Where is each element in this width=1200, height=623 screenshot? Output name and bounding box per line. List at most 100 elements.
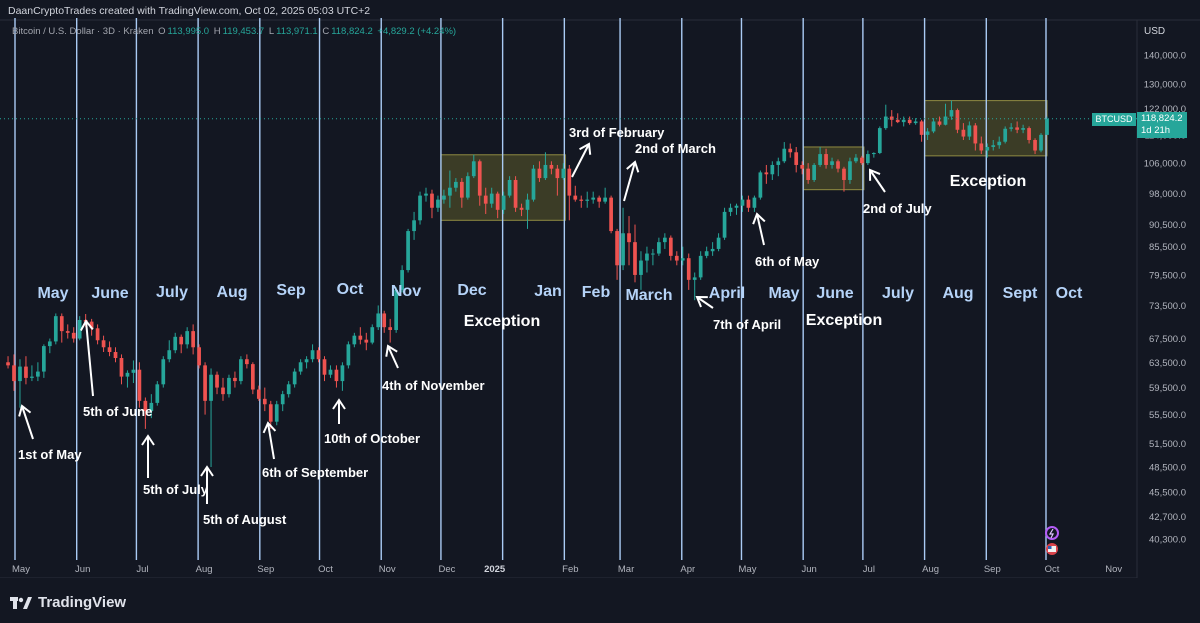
- high-value: 119,453.7: [222, 26, 265, 37]
- candle-body: [722, 211, 727, 238]
- tradingview-logo[interactable]: TradingView: [10, 594, 126, 611]
- candle-body: [758, 172, 763, 198]
- annotation-arrow: [21, 405, 34, 440]
- candle-body: [161, 359, 166, 385]
- currency-selector[interactable]: USD: [1144, 26, 1166, 37]
- candle-body: [71, 332, 76, 339]
- date-annotation: 6th of September: [262, 465, 368, 480]
- month-label: July: [156, 284, 188, 301]
- candle-body: [382, 313, 387, 328]
- candle-body: [388, 327, 393, 330]
- current-price-value: 118,824.2: [1141, 113, 1183, 124]
- candle-body: [191, 331, 195, 348]
- time-tick-label: Jun: [802, 564, 817, 575]
- candle-body: [358, 335, 363, 340]
- candle-body: [316, 350, 321, 360]
- time-tick-label: Apr: [680, 564, 695, 575]
- time-tick-label: Nov: [379, 564, 396, 575]
- candle-body: [734, 205, 739, 208]
- candle-body: [597, 197, 602, 202]
- candle-body: [12, 365, 16, 382]
- price-tick-label: 130,000.0: [1144, 79, 1186, 90]
- candle-body: [561, 168, 566, 179]
- candle-body: [788, 148, 793, 153]
- month-label: Aug: [942, 285, 973, 302]
- price-tick-label: 45,500.0: [1149, 487, 1186, 498]
- candle-body: [943, 116, 948, 125]
- annotation-arrow: [623, 161, 636, 202]
- candle-body: [579, 199, 584, 201]
- time-tick-label: Aug: [922, 564, 939, 575]
- candle-body: [430, 193, 434, 208]
- candle-body: [585, 199, 590, 201]
- candle-body: [203, 365, 207, 401]
- candle-body: [764, 172, 769, 175]
- price-tick-label: 63,500.0: [1149, 358, 1186, 369]
- candle-body: [209, 374, 213, 401]
- candle-body: [674, 255, 679, 261]
- low-value: 113,971.1: [276, 26, 318, 37]
- price-tick-label: 59,500.0: [1149, 383, 1186, 394]
- candle-body: [686, 258, 691, 280]
- price-tick-label: 48,500.0: [1149, 463, 1186, 474]
- candle-body: [143, 400, 148, 412]
- month-label: May: [768, 285, 799, 302]
- candle-body: [883, 116, 888, 129]
- lightning-icon[interactable]: [1045, 526, 1059, 540]
- annotation-arrow-head: [200, 465, 214, 477]
- candle-body: [262, 398, 267, 405]
- candle-body: [740, 199, 745, 206]
- bar-countdown: 1d 21h: [1141, 125, 1171, 136]
- candle-body: [955, 110, 960, 130]
- candle-body: [639, 260, 643, 275]
- price-tick-label: 51,500.0: [1149, 439, 1186, 450]
- candle-body: [746, 199, 751, 208]
- candle-body: [985, 146, 990, 151]
- candle-body: [256, 389, 261, 399]
- candle-body: [125, 372, 130, 377]
- time-tick-label: Jun: [75, 564, 90, 575]
- candle-body: [24, 366, 28, 378]
- symbol-label[interactable]: Bitcoin / U.S. Dollar · 3D · Kraken: [12, 26, 154, 37]
- current-price-tag: 118,824.2 1d 21h: [1137, 112, 1187, 138]
- candle-body: [167, 350, 172, 360]
- annotation-arrow-head: [579, 142, 592, 155]
- month-label: Sept: [1003, 285, 1038, 302]
- annotation-arrow-head: [262, 421, 277, 434]
- price-tick-label: 73,500.0: [1149, 301, 1186, 312]
- candle-body: [710, 248, 715, 252]
- date-annotation: 3rd of February: [569, 125, 665, 140]
- candle-body: [406, 231, 410, 271]
- exception-label: Exception: [464, 313, 540, 330]
- candle-body: [65, 331, 70, 333]
- time-tick-label: Feb: [562, 564, 578, 575]
- candle-body: [645, 253, 649, 261]
- time-tick-label: Nov: [1105, 564, 1122, 575]
- candle-body: [131, 369, 136, 373]
- candle-body: [513, 179, 518, 208]
- candle-body: [919, 121, 924, 135]
- candle-body: [854, 157, 858, 162]
- annotation-arrow: [869, 169, 886, 193]
- candle-body: [95, 328, 100, 341]
- candle-body: [913, 121, 918, 124]
- price-tick-label: 42,700.0: [1149, 512, 1186, 523]
- candle-body: [860, 157, 864, 164]
- tradingview-logo-icon: [10, 596, 32, 609]
- month-label: June: [816, 285, 853, 302]
- annotation-arrow-head: [141, 434, 155, 446]
- candle-body: [1027, 128, 1031, 140]
- candle-body: [794, 152, 799, 165]
- candle-body: [680, 258, 685, 261]
- candle-body: [877, 128, 882, 153]
- exception-label: Exception: [806, 312, 882, 329]
- candle-body: [59, 316, 64, 332]
- candle-body: [233, 377, 237, 382]
- candle-body: [501, 195, 506, 210]
- candle-body: [197, 347, 201, 366]
- candle-body: [328, 369, 333, 375]
- candle-body: [101, 340, 106, 348]
- candle-body: [89, 321, 94, 329]
- candle-body: [657, 242, 661, 254]
